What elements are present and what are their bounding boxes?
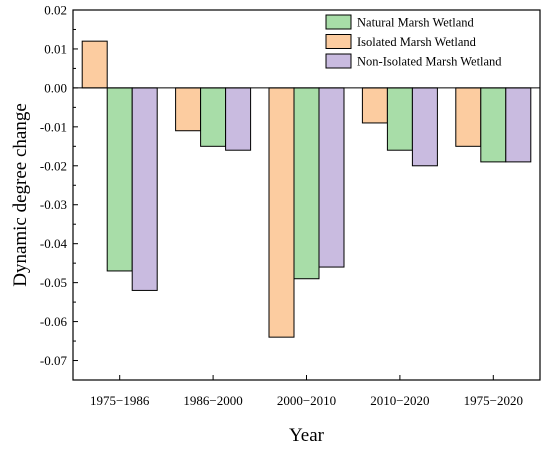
y-tick-label: -0.05 (40, 275, 67, 290)
bar-natural-marsh-wetland (293, 87, 320, 280)
bar-natural-marsh-wetland (480, 87, 507, 163)
y-axis-title: Dynamic degree change (10, 103, 31, 287)
bar-isolated-marsh-wetland (361, 87, 388, 124)
y-tick-label: -0.07 (40, 353, 68, 368)
y-tick-label: 0.02 (44, 3, 67, 18)
x-tick-label: 1975−2020 (464, 393, 523, 408)
y-tick-label: -0.02 (40, 158, 67, 173)
x-tick-label: 2010−2020 (370, 393, 429, 408)
legend: Natural Marsh Wetland Isolated Marsh Wetl… (325, 14, 502, 69)
y-tick-label: -0.03 (40, 197, 67, 212)
legend-swatch-isolated-marsh-wetland (325, 34, 352, 49)
y-tick-label: -0.04 (40, 236, 68, 251)
x-tick-label: 1986−2000 (183, 393, 242, 408)
bar-non-isolated-marsh-wetland (505, 87, 532, 163)
bar-natural-marsh-wetland (106, 87, 133, 272)
legend-swatch-natural-marsh-wetland (325, 14, 352, 30)
bar-non-isolated-marsh-wetland (225, 87, 252, 151)
bar-non-isolated-marsh-wetland (131, 87, 158, 291)
legend-swatch-non-isolated-marsh-wetland (325, 53, 352, 69)
y-tick-label: 0.00 (44, 80, 67, 95)
x-axis-title: Year (289, 425, 325, 446)
x-tick-label: 1975−1986 (90, 393, 150, 408)
legend-label-non-isolated-marsh-wetland: Non-Isolated Marsh Wetland (357, 55, 502, 69)
y-axis: 0.02 0.01 0.00 -0.01 -0.02 -0.03 -0.04 -0.05 -0.… (40, 3, 78, 368)
bar-non-isolated-marsh-wetland (411, 87, 438, 167)
legend-label-isolated-marsh-wetland: Isolated Marsh Wetland (357, 35, 477, 49)
y-tick-label: -0.01 (40, 119, 67, 134)
bar-isolated-marsh-wetland (455, 87, 482, 147)
x-axis: 1975−1986 1986−2000 2000−2010 2010−2020 1975… (90, 375, 523, 408)
legend-label-natural-marsh-wetland: Natural Marsh Wetland (357, 16, 475, 30)
bar-isolated-marsh-wetland (175, 87, 202, 132)
x-tick-label: 2000−2010 (277, 393, 336, 408)
y-tick-label: -0.06 (40, 314, 68, 329)
bar-natural-marsh-wetland (386, 87, 413, 151)
bar-non-isolated-marsh-wetland (318, 87, 345, 268)
bar-isolated-marsh-wetland (81, 40, 108, 89)
bar-natural-marsh-wetland (200, 87, 227, 147)
bars-group (81, 40, 532, 338)
y-tick-label: 0.01 (44, 41, 67, 56)
bar-isolated-marsh-wetland (268, 87, 295, 338)
